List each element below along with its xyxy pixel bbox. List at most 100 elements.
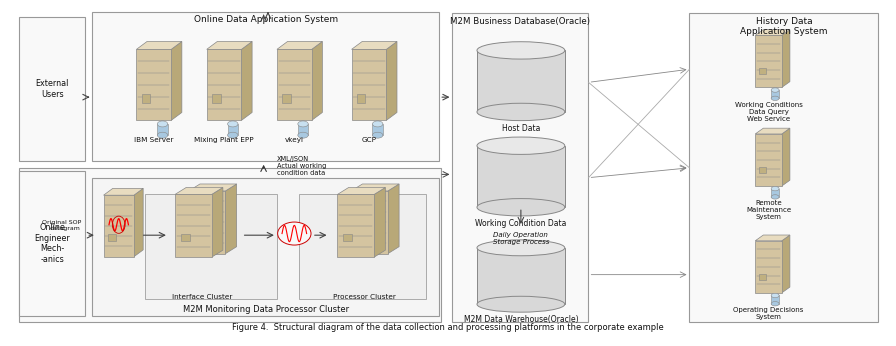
- FancyBboxPatch shape: [104, 195, 134, 257]
- FancyBboxPatch shape: [212, 94, 220, 103]
- Polygon shape: [388, 184, 399, 254]
- Polygon shape: [312, 42, 323, 120]
- Ellipse shape: [477, 199, 564, 216]
- Text: Interface Cluster: Interface Cluster: [172, 294, 232, 300]
- Polygon shape: [104, 188, 143, 195]
- FancyBboxPatch shape: [136, 49, 171, 120]
- FancyBboxPatch shape: [771, 295, 780, 304]
- Ellipse shape: [771, 96, 780, 100]
- FancyBboxPatch shape: [207, 49, 242, 120]
- FancyBboxPatch shape: [690, 13, 878, 322]
- Ellipse shape: [297, 132, 308, 138]
- FancyBboxPatch shape: [477, 51, 564, 112]
- Text: Online Data Application System: Online Data Application System: [194, 15, 338, 24]
- Ellipse shape: [278, 222, 311, 245]
- Ellipse shape: [771, 195, 780, 199]
- Ellipse shape: [373, 132, 383, 138]
- FancyBboxPatch shape: [20, 17, 85, 161]
- Text: History Data
Application System: History Data Application System: [740, 17, 828, 36]
- Ellipse shape: [771, 88, 780, 92]
- Polygon shape: [351, 184, 399, 191]
- Text: IBM Server: IBM Server: [134, 137, 174, 143]
- FancyBboxPatch shape: [771, 90, 780, 98]
- Polygon shape: [782, 235, 790, 293]
- Text: External
Users: External Users: [36, 79, 69, 99]
- FancyBboxPatch shape: [343, 234, 352, 242]
- Text: Working Conditions
Data Query
Web Service: Working Conditions Data Query Web Servic…: [735, 102, 803, 122]
- Ellipse shape: [477, 103, 564, 121]
- Text: M2M Business Database(Oracle): M2M Business Database(Oracle): [451, 17, 590, 26]
- FancyBboxPatch shape: [297, 124, 308, 135]
- Polygon shape: [375, 188, 385, 257]
- Ellipse shape: [228, 121, 238, 127]
- Polygon shape: [175, 188, 223, 194]
- Ellipse shape: [373, 121, 383, 127]
- Ellipse shape: [297, 121, 308, 127]
- FancyBboxPatch shape: [759, 68, 766, 74]
- FancyBboxPatch shape: [338, 194, 375, 257]
- Text: Host Data: Host Data: [502, 124, 540, 133]
- Ellipse shape: [771, 293, 780, 298]
- FancyBboxPatch shape: [194, 230, 203, 238]
- Text: Processor Cluster: Processor Cluster: [333, 294, 396, 300]
- FancyBboxPatch shape: [142, 94, 151, 103]
- Text: Daily Operation
Storage Process: Daily Operation Storage Process: [493, 232, 549, 245]
- Text: Original SOP
datagram: Original SOP datagram: [42, 220, 81, 231]
- Text: Figure 4.  Structural diagram of the data collection and processing platforms in: Figure 4. Structural diagram of the data…: [232, 323, 664, 332]
- FancyBboxPatch shape: [282, 94, 291, 103]
- Polygon shape: [782, 128, 790, 186]
- Ellipse shape: [477, 42, 564, 59]
- FancyBboxPatch shape: [351, 191, 388, 254]
- FancyBboxPatch shape: [357, 230, 366, 238]
- FancyBboxPatch shape: [477, 146, 564, 207]
- FancyBboxPatch shape: [771, 189, 780, 197]
- FancyBboxPatch shape: [92, 12, 439, 161]
- Polygon shape: [338, 188, 385, 194]
- FancyBboxPatch shape: [759, 167, 766, 173]
- Polygon shape: [207, 42, 252, 49]
- Polygon shape: [351, 42, 397, 49]
- FancyBboxPatch shape: [175, 194, 211, 257]
- FancyBboxPatch shape: [452, 13, 589, 322]
- Polygon shape: [226, 184, 237, 254]
- Polygon shape: [242, 42, 252, 120]
- Polygon shape: [211, 188, 223, 257]
- Text: XML/JSON
Actual working
condition data: XML/JSON Actual working condition data: [277, 156, 326, 176]
- Ellipse shape: [158, 132, 168, 138]
- FancyBboxPatch shape: [755, 241, 782, 293]
- FancyBboxPatch shape: [298, 194, 426, 299]
- FancyBboxPatch shape: [145, 194, 277, 299]
- Ellipse shape: [158, 121, 168, 127]
- Ellipse shape: [228, 132, 238, 138]
- FancyBboxPatch shape: [351, 49, 386, 120]
- Polygon shape: [755, 235, 790, 241]
- Text: Remote
Maintenance
System: Remote Maintenance System: [746, 200, 791, 220]
- FancyBboxPatch shape: [277, 49, 312, 120]
- Text: Working Condition Data: Working Condition Data: [475, 219, 566, 228]
- Polygon shape: [782, 29, 790, 88]
- Ellipse shape: [477, 240, 564, 256]
- FancyBboxPatch shape: [373, 124, 383, 135]
- FancyBboxPatch shape: [92, 178, 439, 316]
- Ellipse shape: [477, 296, 564, 312]
- Polygon shape: [277, 42, 323, 49]
- Polygon shape: [189, 184, 237, 191]
- FancyBboxPatch shape: [477, 248, 564, 304]
- FancyBboxPatch shape: [755, 134, 782, 186]
- Text: vkeyi: vkeyi: [285, 137, 304, 143]
- Text: Online
Engineer
Mech-
-anics: Online Engineer Mech- -anics: [35, 223, 70, 264]
- FancyBboxPatch shape: [180, 234, 190, 242]
- FancyBboxPatch shape: [759, 274, 766, 280]
- Text: M2M Data Warehouse(Oracle): M2M Data Warehouse(Oracle): [463, 315, 578, 324]
- FancyBboxPatch shape: [357, 94, 366, 103]
- FancyBboxPatch shape: [755, 35, 782, 88]
- Text: Mixing Plant EPP: Mixing Plant EPP: [194, 137, 254, 143]
- Ellipse shape: [771, 186, 780, 191]
- FancyBboxPatch shape: [108, 234, 116, 242]
- Text: GCP: GCP: [361, 137, 376, 143]
- Polygon shape: [755, 128, 790, 134]
- Polygon shape: [386, 42, 397, 120]
- FancyBboxPatch shape: [189, 191, 226, 254]
- Ellipse shape: [771, 302, 780, 306]
- Polygon shape: [134, 188, 143, 257]
